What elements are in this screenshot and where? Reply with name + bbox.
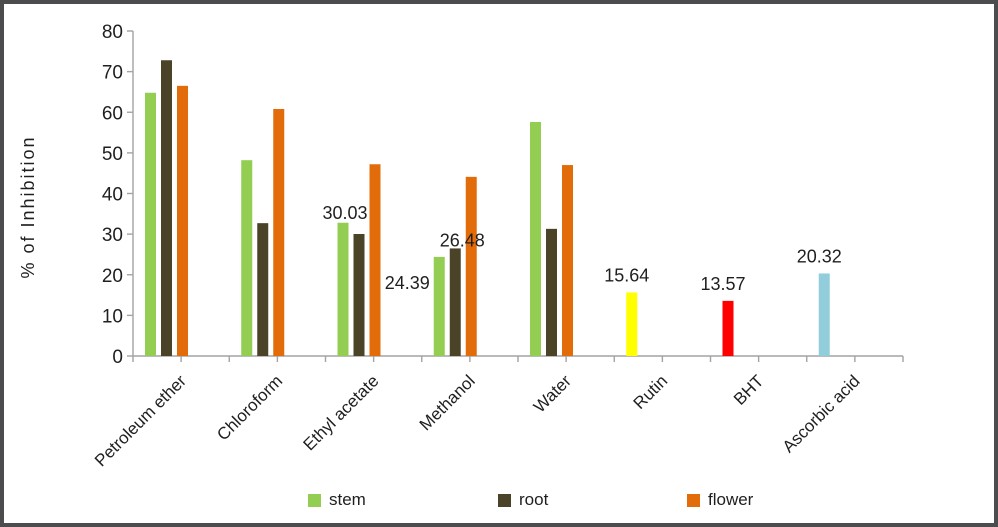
category-label-ethyl-acetate: Ethyl acetate [300,371,383,454]
bar-flower-ethyl-acetate[interactable] [369,164,381,356]
bar-flower-methanol[interactable] [465,176,477,356]
bar-chart: % of Inhibition 0 10 20 30 40 50 60 70 80 30.03 24… [18,22,904,470]
category-label-chloroform: Chloroform [213,371,286,444]
category-label-petroleum-ether: Petroleum ether [91,371,190,470]
legend-label-stem: stem [329,490,366,509]
data-label-15-64: 15.64 [604,265,649,285]
legend: stem root flower [4,490,994,516]
bar-root-water[interactable] [546,228,557,356]
bar-flower-chloroform[interactable] [273,109,285,356]
y-tick-label-60: 60 [102,103,123,124]
bar-stem-chloroform[interactable] [241,160,253,356]
data-label-30-03: 30.03 [322,203,367,223]
y-tick-label-40: 40 [102,185,123,206]
bar-stem-petroleum-ether[interactable] [145,92,156,356]
bar-bht[interactable] [722,300,734,356]
bar-stem-ethyl-acetate[interactable] [337,222,349,356]
bar-flower-petroleum-ether[interactable] [177,85,188,356]
category-label-rutin: Rutin [630,371,671,412]
bar-flower-water[interactable] [562,165,573,356]
y-tick-label-20: 20 [102,266,123,287]
y-tick-label-30: 30 [102,225,123,246]
legend-label-flower: flower [708,490,754,509]
legend-swatch-root [498,493,511,507]
bar-root-methanol[interactable] [449,248,461,356]
bar-ascorbic-acid[interactable] [818,273,830,356]
legend-label-root: root [519,490,549,509]
y-tick-label-70: 70 [102,63,123,84]
bar-root-chloroform[interactable] [257,223,269,356]
bar-root-ethyl-acetate[interactable] [353,234,365,356]
bar-root-petroleum-ether[interactable] [161,60,172,356]
data-label-20-32: 20.32 [797,246,842,266]
y-tick-label-80: 80 [102,22,123,43]
legend-swatch-flower [687,493,700,507]
y-tick-label-50: 50 [102,144,123,165]
y-tick-label-0: 0 [112,347,123,368]
legend-item-flower[interactable]: flower [687,490,753,510]
category-label-bht: BHT [730,371,767,408]
legend-swatch-stem [308,493,321,507]
data-label-26-48: 26.48 [440,230,485,250]
y-axis-title: % of Inhibition [18,135,38,278]
category-label-methanol: Methanol [416,371,479,434]
category-label-water: Water [530,371,575,416]
legend-item-stem[interactable]: stem [308,490,366,510]
bar-rutin[interactable] [626,292,638,356]
legend-item-root[interactable]: root [498,490,548,510]
data-label-13-57: 13.57 [700,274,745,294]
category-label-ascorbic-acid: Ascorbic acid [779,371,864,456]
bar-stem-water[interactable] [530,122,541,356]
bar-stem-methanol[interactable] [433,256,445,356]
data-label-24-39: 24.39 [385,273,430,293]
y-tick-label-10: 10 [102,306,123,327]
